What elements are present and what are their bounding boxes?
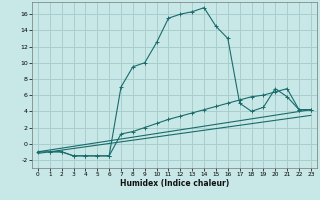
X-axis label: Humidex (Indice chaleur): Humidex (Indice chaleur) [120,179,229,188]
